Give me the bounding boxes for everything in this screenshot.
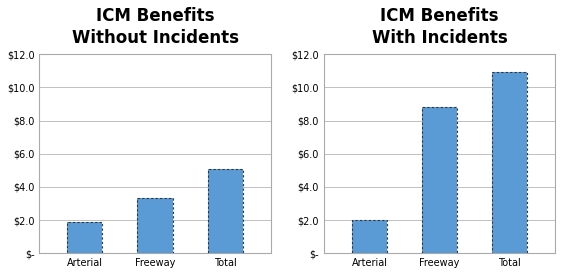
Bar <box>67 222 102 253</box>
Bar <box>422 107 457 253</box>
Bar <box>422 107 457 253</box>
Bar <box>207 169 243 253</box>
Title: ICM Benefits
With Incidents: ICM Benefits With Incidents <box>371 7 507 47</box>
Bar <box>138 199 173 253</box>
Bar <box>352 220 387 253</box>
Bar <box>492 73 527 253</box>
Title: ICM Benefits
Without Incidents: ICM Benefits Without Incidents <box>71 7 238 47</box>
Bar <box>207 169 243 253</box>
Bar <box>492 73 527 253</box>
Bar <box>352 220 387 253</box>
Bar <box>67 222 102 253</box>
Bar <box>138 199 173 253</box>
